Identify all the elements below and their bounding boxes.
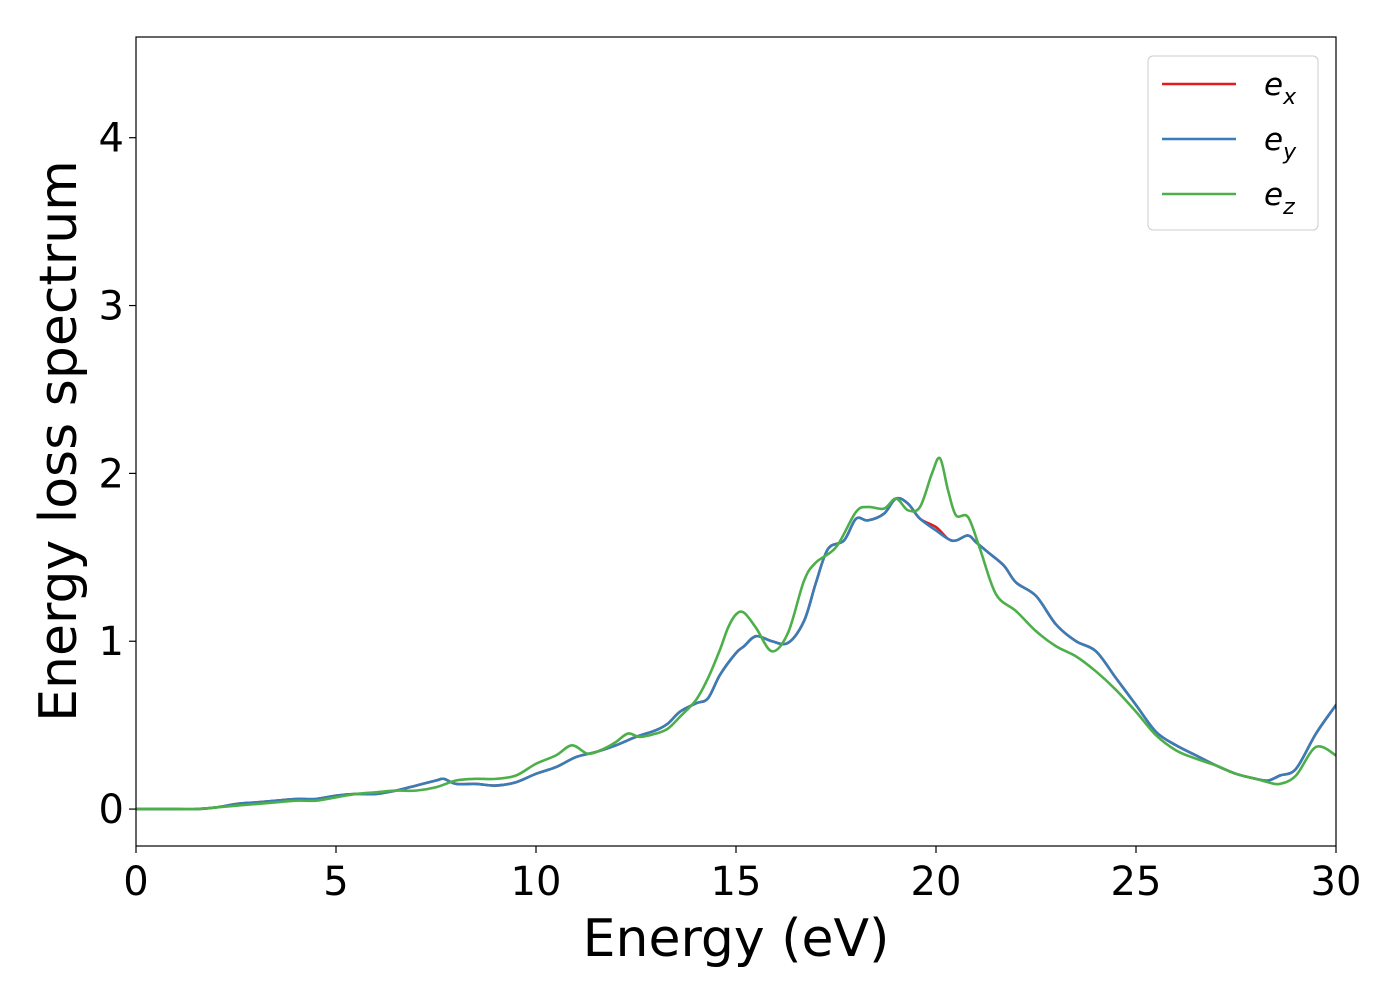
series-lines xyxy=(136,456,1336,811)
legend-label-base: e xyxy=(1264,67,1283,103)
legend-label-subscript: y xyxy=(1282,140,1297,165)
legend-label: ez xyxy=(1264,177,1295,220)
legend-label-subscript: x xyxy=(1282,85,1297,110)
legend-label-base: e xyxy=(1264,177,1283,213)
y-tick-label: 4 xyxy=(99,116,124,162)
x-tick-label: 5 xyxy=(323,859,348,905)
y-axis-ticks: 0 1 2 3 4 xyxy=(99,116,136,833)
y-tick-label: 1 xyxy=(99,619,124,665)
y-tick-label: 3 xyxy=(99,284,124,330)
x-tick-label: 25 xyxy=(1111,859,1162,905)
x-tick-label: 15 xyxy=(711,859,762,905)
x-tick-label: 10 xyxy=(511,859,562,905)
x-axis-ticks: 0 5 10 15 20 25 30 xyxy=(123,846,1361,905)
legend-box xyxy=(1147,55,1319,231)
x-tick-label: 0 xyxy=(123,859,148,905)
legend-label-subscript: z xyxy=(1282,195,1295,220)
legend-label-base: e xyxy=(1264,122,1283,158)
y-tick-label: 2 xyxy=(99,451,124,497)
y-axis-label: Energy loss spectrum xyxy=(29,160,89,722)
legend-label: ex xyxy=(1264,67,1297,110)
x-axis-label: Energy (eV) xyxy=(583,909,890,969)
x-tick-label: 20 xyxy=(911,859,962,905)
legend-label: ey xyxy=(1264,122,1297,165)
x-tick-label: 30 xyxy=(1311,859,1362,905)
y-tick-label: 0 xyxy=(99,787,124,833)
series-line-z xyxy=(136,456,1336,811)
